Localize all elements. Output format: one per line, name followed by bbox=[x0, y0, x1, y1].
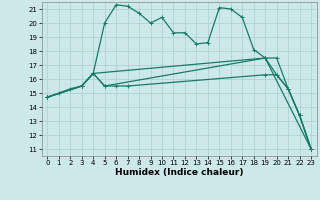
X-axis label: Humidex (Indice chaleur): Humidex (Indice chaleur) bbox=[115, 168, 244, 177]
